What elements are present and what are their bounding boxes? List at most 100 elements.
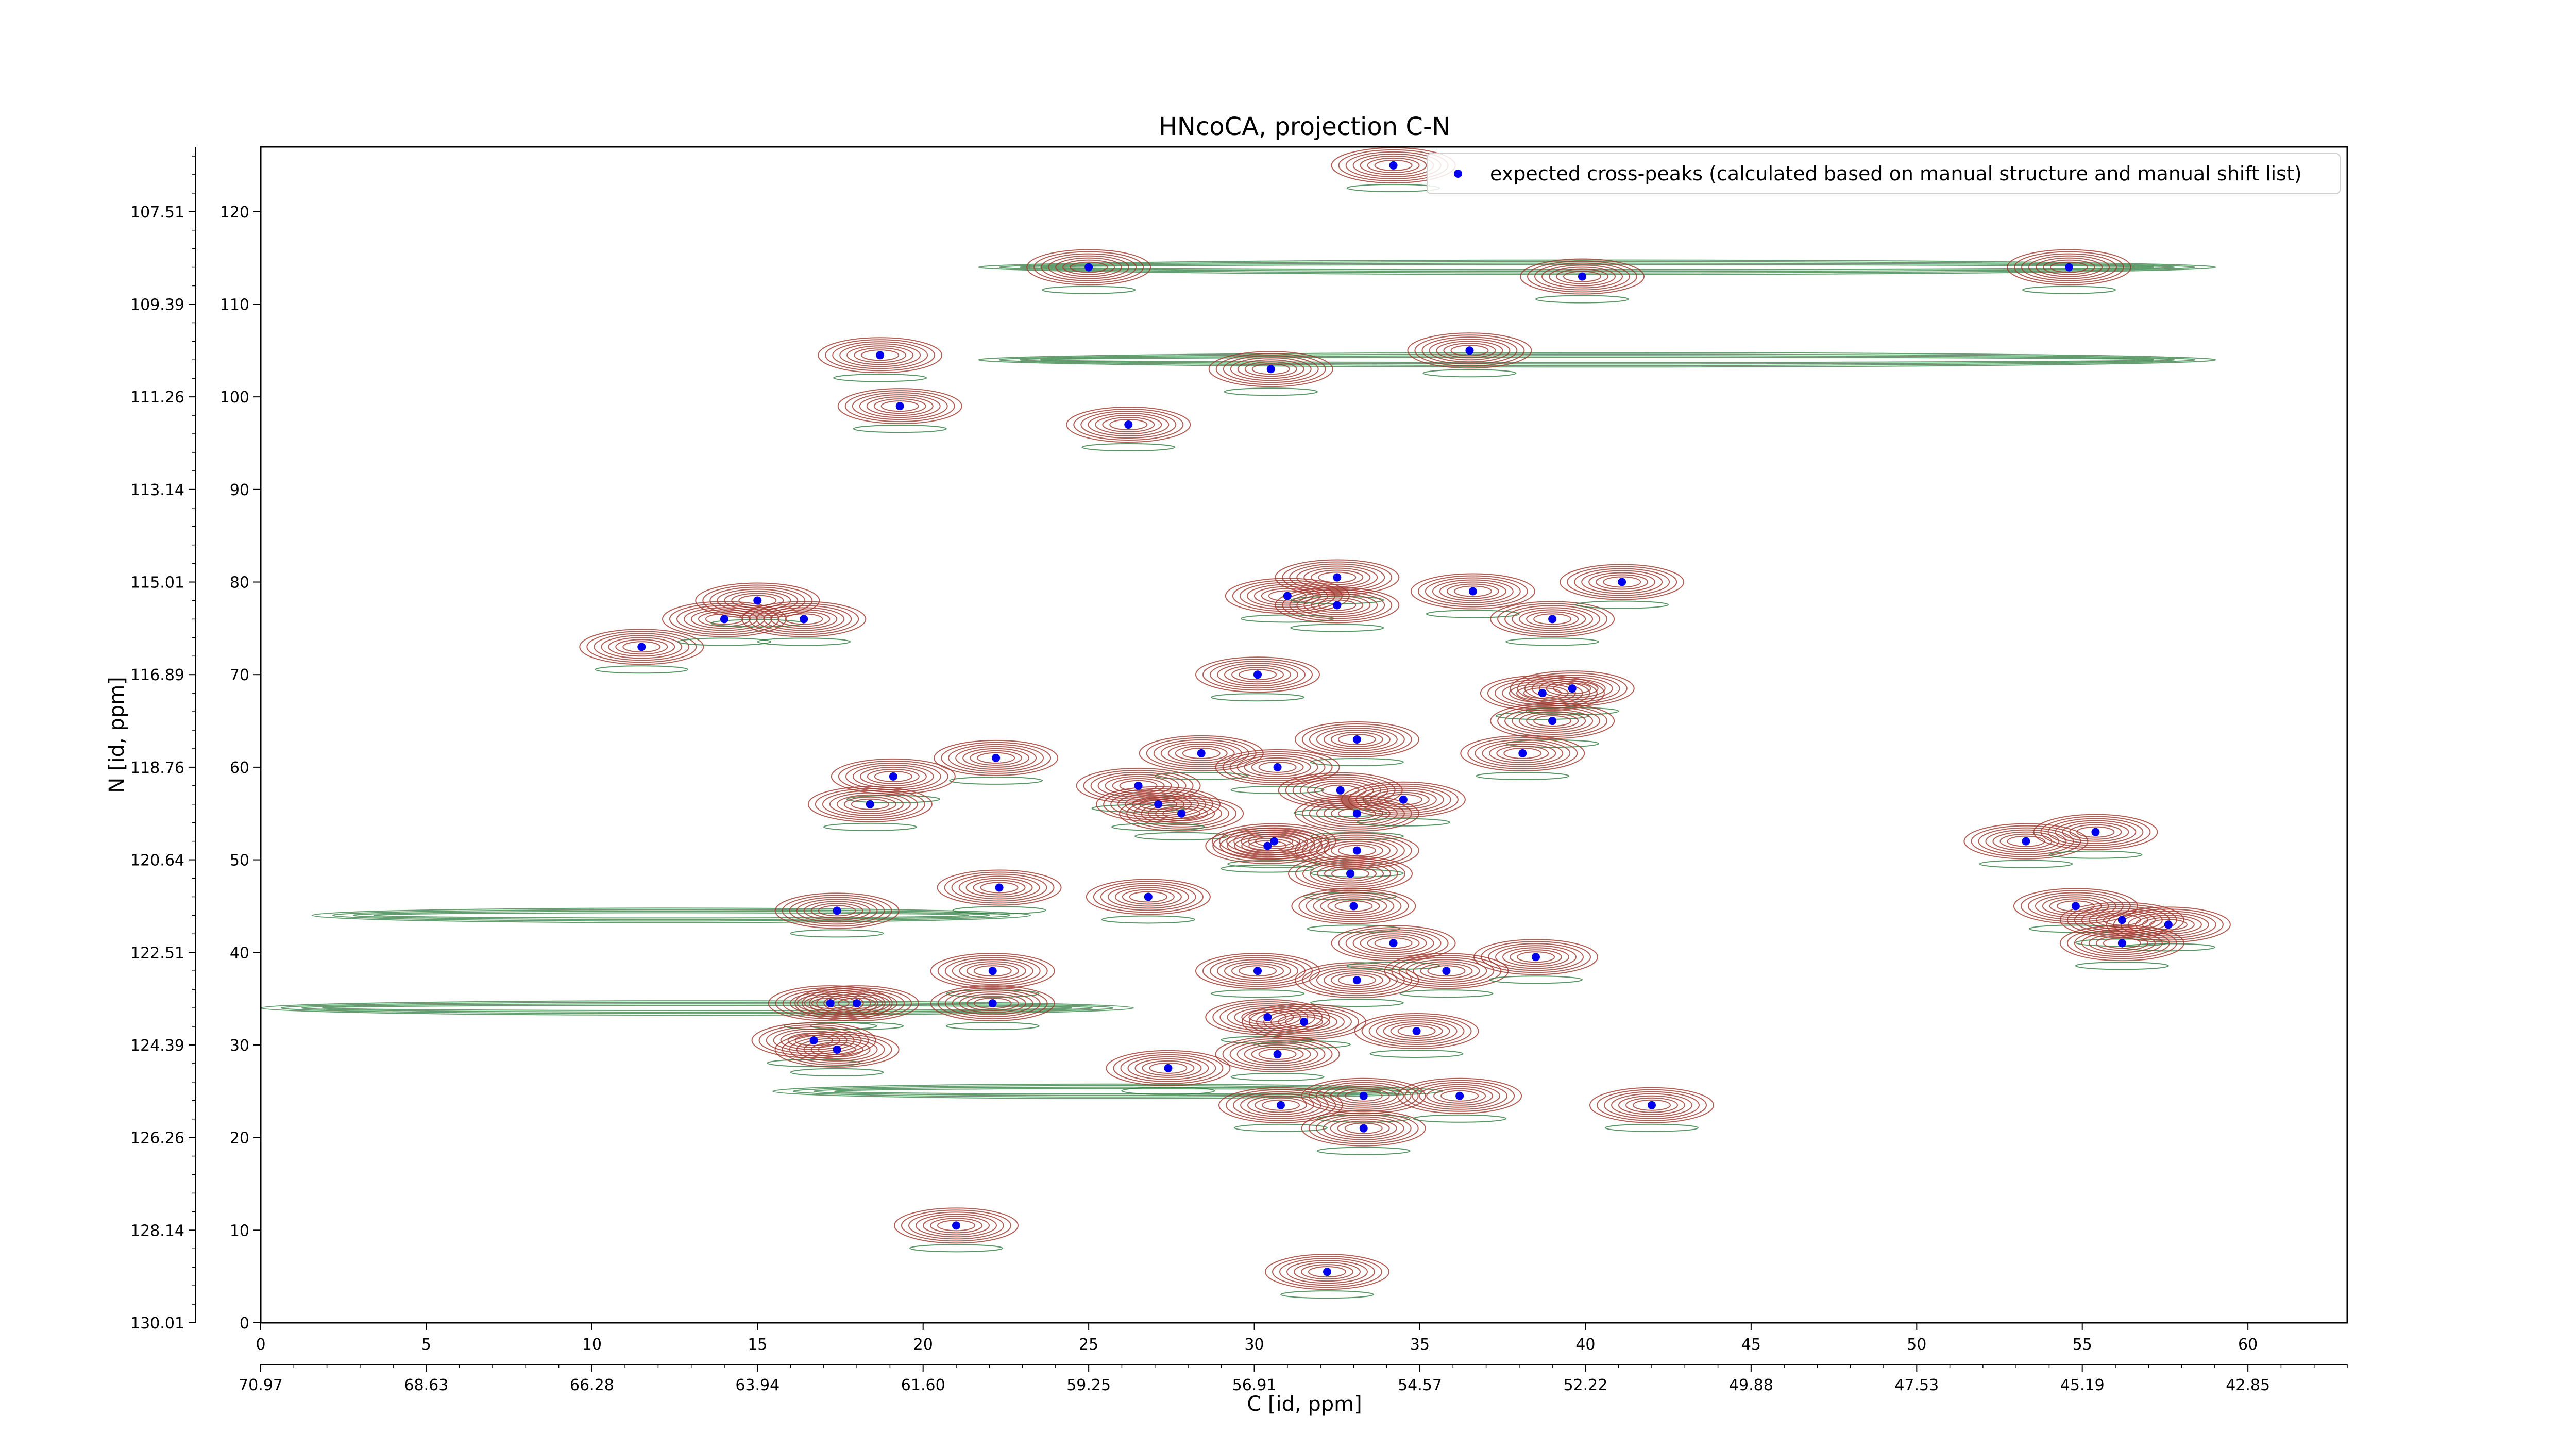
positive-contour <box>695 582 820 619</box>
positive-contour <box>1256 1008 1352 1036</box>
positive-contour <box>1303 595 1371 615</box>
positive-contour <box>1301 1110 1426 1147</box>
positive-contour <box>785 613 823 625</box>
positive-contour <box>1249 1006 1359 1038</box>
positive-contour <box>1429 339 1511 363</box>
positive-contour <box>959 961 1026 981</box>
y-tick-label: 60 <box>230 759 249 777</box>
peak-marker <box>1253 967 1262 975</box>
positive-contour <box>1141 801 1223 825</box>
positive-contour <box>1026 249 1151 285</box>
positive-contour <box>1301 1077 1426 1114</box>
negative-contour <box>757 637 851 646</box>
positive-contour <box>770 609 838 629</box>
x-ppm-tick-label: 63.94 <box>735 1376 779 1394</box>
positive-contour <box>1109 419 1148 431</box>
positive-contour <box>1526 611 1579 627</box>
positive-contour <box>1070 261 1108 273</box>
y-ppm-tick-label: 120.64 <box>130 852 184 870</box>
positive-contour <box>789 897 885 925</box>
positive-contour <box>1337 974 1376 986</box>
y-tick-label: 30 <box>230 1037 249 1055</box>
contour-layer <box>260 147 2231 1299</box>
peak-marker <box>1323 1268 1331 1276</box>
positive-contour <box>756 605 852 633</box>
positive-contour <box>930 985 1055 1022</box>
positive-contour <box>1258 761 1297 773</box>
y-tick-label: 50 <box>230 852 249 870</box>
peak-marker <box>1124 420 1133 429</box>
positive-contour <box>789 1035 885 1064</box>
positive-contour <box>1313 894 1395 918</box>
positive-contour <box>586 631 697 663</box>
positive-contour <box>836 794 904 814</box>
peak-marker <box>2117 939 2126 948</box>
positive-contour <box>1105 776 1172 796</box>
positive-contour <box>1560 564 1685 600</box>
positive-contour <box>825 339 936 372</box>
positive-contour <box>1432 579 1514 603</box>
peak-marker <box>876 351 885 360</box>
positive-contour <box>1489 743 1556 763</box>
y-ppm-axis: 130.01 128.14 126.26 124.39 122.51 120.64 118.… <box>130 147 196 1333</box>
positive-contour <box>2076 826 2115 838</box>
y-tick-label: 80 <box>230 574 249 592</box>
negative-contour <box>1489 975 1583 984</box>
positive-contour <box>1512 709 1594 733</box>
positive-contour <box>1315 1114 1412 1142</box>
peak-marker <box>826 999 835 1008</box>
positive-contour <box>1383 1021 1450 1041</box>
positive-contour <box>1282 589 1393 621</box>
positive-contour <box>1337 1120 1390 1136</box>
peak-marker <box>1273 1050 1282 1058</box>
positive-contour <box>1182 747 1221 759</box>
positive-contour <box>1352 931 1434 955</box>
positive-contour <box>1127 1056 1209 1080</box>
positive-contour <box>1440 1090 1479 1102</box>
positive-contour <box>1490 601 1615 637</box>
x-tick-label: 35 <box>1410 1336 1430 1354</box>
positive-contour <box>1294 721 1419 757</box>
positive-contour <box>934 739 1059 776</box>
positive-contour <box>751 1022 876 1058</box>
negative-contour <box>1040 264 2154 271</box>
negative-contour <box>1369 1049 1464 1058</box>
positive-contour <box>2066 927 2177 959</box>
positive-contour <box>1033 251 1144 283</box>
positive-contour <box>2036 257 2103 277</box>
x-tick-label: 55 <box>2073 1336 2092 1354</box>
x-index-axis: 0 5 10 15 20 25 30 35 40 45 50 55 60 <box>256 1323 2258 1354</box>
positive-contour <box>952 959 1033 983</box>
positive-contour <box>923 1216 990 1236</box>
peak-marker <box>1578 272 1586 281</box>
positive-contour <box>818 905 856 917</box>
positive-contour <box>1334 900 1373 912</box>
negative-contour <box>1575 600 1669 609</box>
positive-contour <box>965 878 1033 898</box>
x-tick-label: 60 <box>2238 1336 2258 1354</box>
negative-contour <box>1505 637 1600 646</box>
positive-contour <box>966 963 1019 979</box>
positive-contour <box>1237 359 1304 379</box>
peak-marker <box>1648 1101 1656 1109</box>
positive-contour <box>1301 1264 1353 1280</box>
peak-marker <box>866 800 874 808</box>
negative-contour <box>2075 962 2169 970</box>
positive-contour <box>1202 659 1313 691</box>
positive-contour <box>1436 341 1503 361</box>
positive-contour <box>1272 1256 1382 1288</box>
positive-contour <box>1226 1089 1336 1121</box>
y-tick-label: 10 <box>230 1222 249 1240</box>
positive-contour <box>1303 567 1371 587</box>
positive-contour <box>944 957 1041 985</box>
positive-contour <box>2020 890 2131 922</box>
positive-contour <box>2106 906 2231 943</box>
x-ppm-tick-label: 61.60 <box>901 1376 945 1394</box>
positive-contour <box>1323 1116 1404 1140</box>
positive-contour <box>1309 725 1405 753</box>
positive-contour <box>1318 571 1357 583</box>
peak-marker <box>1349 902 1358 911</box>
positive-contour <box>1289 563 1385 592</box>
positive-contour <box>1397 1077 1522 1114</box>
peak-marker <box>1283 592 1292 600</box>
